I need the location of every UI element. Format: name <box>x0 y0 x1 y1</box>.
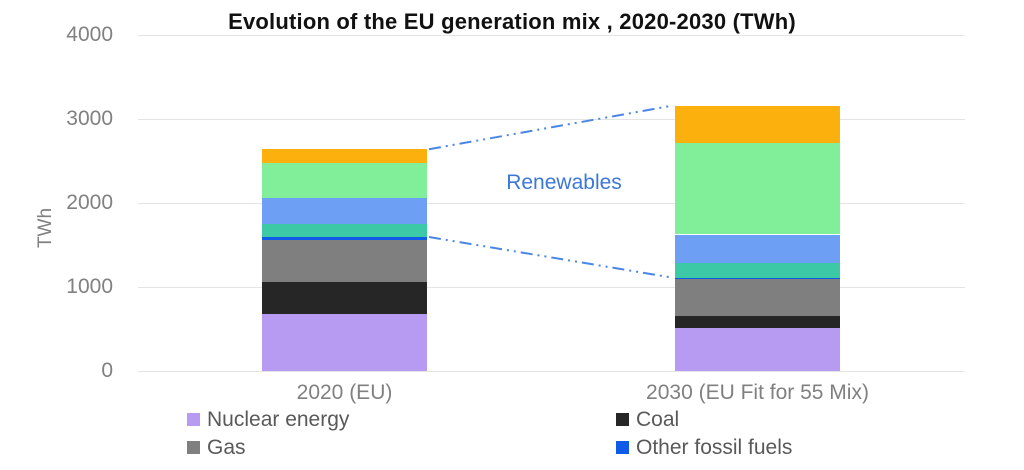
legend-swatch-other-fossil-fuels <box>616 441 629 454</box>
bar-segment-2020-eu-renewables-orange-segment <box>262 149 427 163</box>
legend-label-other-fossil-fuels: Other fossil fuels <box>636 436 793 459</box>
renewables-annotation-label: Renewables <box>506 171 622 194</box>
gridline-4000 <box>138 35 965 36</box>
legend-label-nuclear-energy: Nuclear energy <box>207 408 350 431</box>
bar-segment-2030-eu-fit-for-55-mix-nuclear-energy <box>675 327 840 371</box>
x-category-label-2020-eu: 2020 (EU) <box>296 381 393 404</box>
bar-segment-2020-eu-renewables-green-segment <box>262 162 427 198</box>
legend-swatch-nuclear-energy <box>187 413 200 426</box>
bar-segment-2030-eu-fit-for-55-mix-renewables-blue-segment <box>675 234 840 264</box>
bar-segment-2020-eu-renewables-blue-segment <box>262 197 427 224</box>
bar-segment-2020-eu-coal <box>262 281 427 315</box>
x-category-label-2030-eu-fit-for-55-mix: 2030 (EU Fit for 55 Mix) <box>646 381 869 404</box>
bar-segment-2030-eu-fit-for-55-mix-renewables-green-segment <box>675 142 840 235</box>
y-tick-label-0: 0 <box>101 359 113 382</box>
bar-segment-2030-eu-fit-for-55-mix-renewables-orange-segment <box>675 105 840 143</box>
chart-title: Evolution of the EU generation mix , 202… <box>228 9 796 34</box>
bar-segment-2030-eu-fit-for-55-mix-coal <box>675 315 840 328</box>
bar-segment-2030-eu-fit-for-55-mix-renewables-teal-segment <box>675 263 840 278</box>
bar-segment-2030-eu-fit-for-55-mix-other-fossil-fuels <box>675 277 840 280</box>
y-tick-label-3000: 3000 <box>66 107 113 130</box>
legend-swatch-coal <box>616 413 629 426</box>
y-tick-label-2000: 2000 <box>66 191 113 214</box>
gridline-0 <box>138 371 965 372</box>
legend-swatch-gas <box>187 441 200 454</box>
bar-segment-2020-eu-gas <box>262 240 427 282</box>
legend-label-gas: Gas <box>207 436 246 459</box>
bar-segment-2020-eu-other-fossil-fuels <box>262 237 427 241</box>
y-tick-label-4000: 4000 <box>66 23 113 46</box>
renewables-bottom-connector-line <box>428 236 674 279</box>
legend-label-coal: Coal <box>636 408 680 431</box>
bar-segment-2030-eu-fit-for-55-mix-gas <box>675 279 840 316</box>
gridline-2000 <box>138 203 965 204</box>
gridline-1000 <box>138 287 965 288</box>
bar-segment-2020-eu-nuclear-energy <box>262 314 427 371</box>
y-tick-label-1000: 1000 <box>66 275 113 298</box>
gridline-3000 <box>138 119 965 120</box>
renewables-top-connector-line <box>428 104 674 151</box>
bar-segment-2020-eu-renewables-teal-segment <box>262 224 427 238</box>
